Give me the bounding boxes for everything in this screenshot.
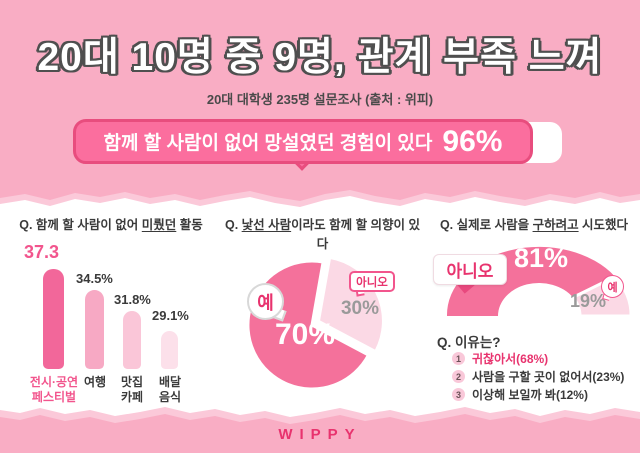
reason-item-1: 1 귀찮아서(68%) (452, 350, 548, 367)
reason-number-2: 2 (452, 370, 465, 383)
yes-speech-bubble: 예 (247, 283, 284, 320)
bar-value-1: 37.3 (24, 242, 60, 262)
bar-value-2: 34.5% (76, 271, 113, 286)
question-1-suffix: 활동 (176, 218, 203, 232)
question-3-underline: 구하려고 (532, 218, 579, 232)
bar-label-1: 전시·공연 페스티벌 (29, 375, 79, 404)
bar-1 (43, 269, 64, 369)
bar-value-3: 31.8% (114, 292, 151, 307)
bar-4 (161, 330, 178, 369)
arch-yes-bubble: 예 (601, 275, 624, 298)
question-3-suffix: 시도했다 (578, 218, 629, 232)
question-2-underline: 낯선 사람 (241, 218, 292, 232)
question-2-suffix: 이라도 함께 할 의향이 있다 (291, 218, 421, 251)
bar-chart: 37.3 34.5% 31.8% 29.1% 전시·공연 페스티벌 여행 맛집 … (24, 240, 220, 412)
question-1-prefix: Q. 함께 할 사람이 없어 (19, 218, 142, 232)
white-card (0, 196, 640, 417)
no-tag: 아니오 (349, 271, 395, 292)
reason-text-3: 이상해 보일까 봐(12%) (472, 388, 588, 402)
bar-2 (85, 290, 104, 369)
wippy-logo: WIPPY (278, 426, 362, 443)
question-3-prefix: Q. 실제로 사람을 (439, 218, 533, 232)
reason-text-2: 사람을 구할 곳이 없어서(23%) (472, 370, 625, 384)
bar-3 (123, 310, 141, 369)
question-2: Q. 낯선 사람이라도 함께 할 의향이 있다 (220, 214, 425, 252)
reason-item-3: 3 이상해 보일까 봐(12%) (452, 386, 588, 403)
banner-text: 함께 할 사람이 없어 망설였던 경험이 있다 (103, 133, 433, 154)
reasons-title: Q. 이유는? (437, 335, 501, 350)
bar-label-3: 맛집 카페 (120, 375, 144, 404)
banner-value: 96% (442, 124, 503, 158)
question-1-underline: 미뤘던 (141, 218, 177, 232)
page-subtitle: 20대 대학생 235명 설문조사 (출처 : 위피) (206, 92, 434, 107)
arch-no-tag: 아니오 (433, 254, 507, 285)
question-3: Q. 실제로 사람을 구하려고 시도했다 (430, 214, 638, 233)
reason-number-3: 3 (452, 388, 465, 401)
bar-value-4: 29.1% (152, 308, 189, 323)
question-2-prefix: Q. (224, 218, 242, 232)
reason-text-1: 귀찮아서(68%) (472, 352, 549, 366)
pie-yes-value: 70% (274, 318, 336, 351)
headline-banner: 함께 할 사람이 없어 망설였던 경험이 있다 96% (73, 119, 533, 164)
bar-label-4: 배달 음식 (158, 375, 182, 404)
arch-no-value: 81% (513, 243, 569, 273)
reason-number-1: 1 (452, 352, 465, 365)
question-1: Q. 함께 할 사람이 없어 미뤘던 활동 (2, 214, 220, 233)
pie-no-value: 30% (340, 298, 380, 319)
bar-label-2: 여행 (83, 375, 107, 389)
page-title: 20대 10명 중 9명, 관계 부족 느껴 (37, 36, 603, 79)
arch-yes-value: 19% (569, 291, 607, 311)
reason-item-2: 2 사람을 구할 곳이 없어서(23%) (452, 368, 624, 385)
